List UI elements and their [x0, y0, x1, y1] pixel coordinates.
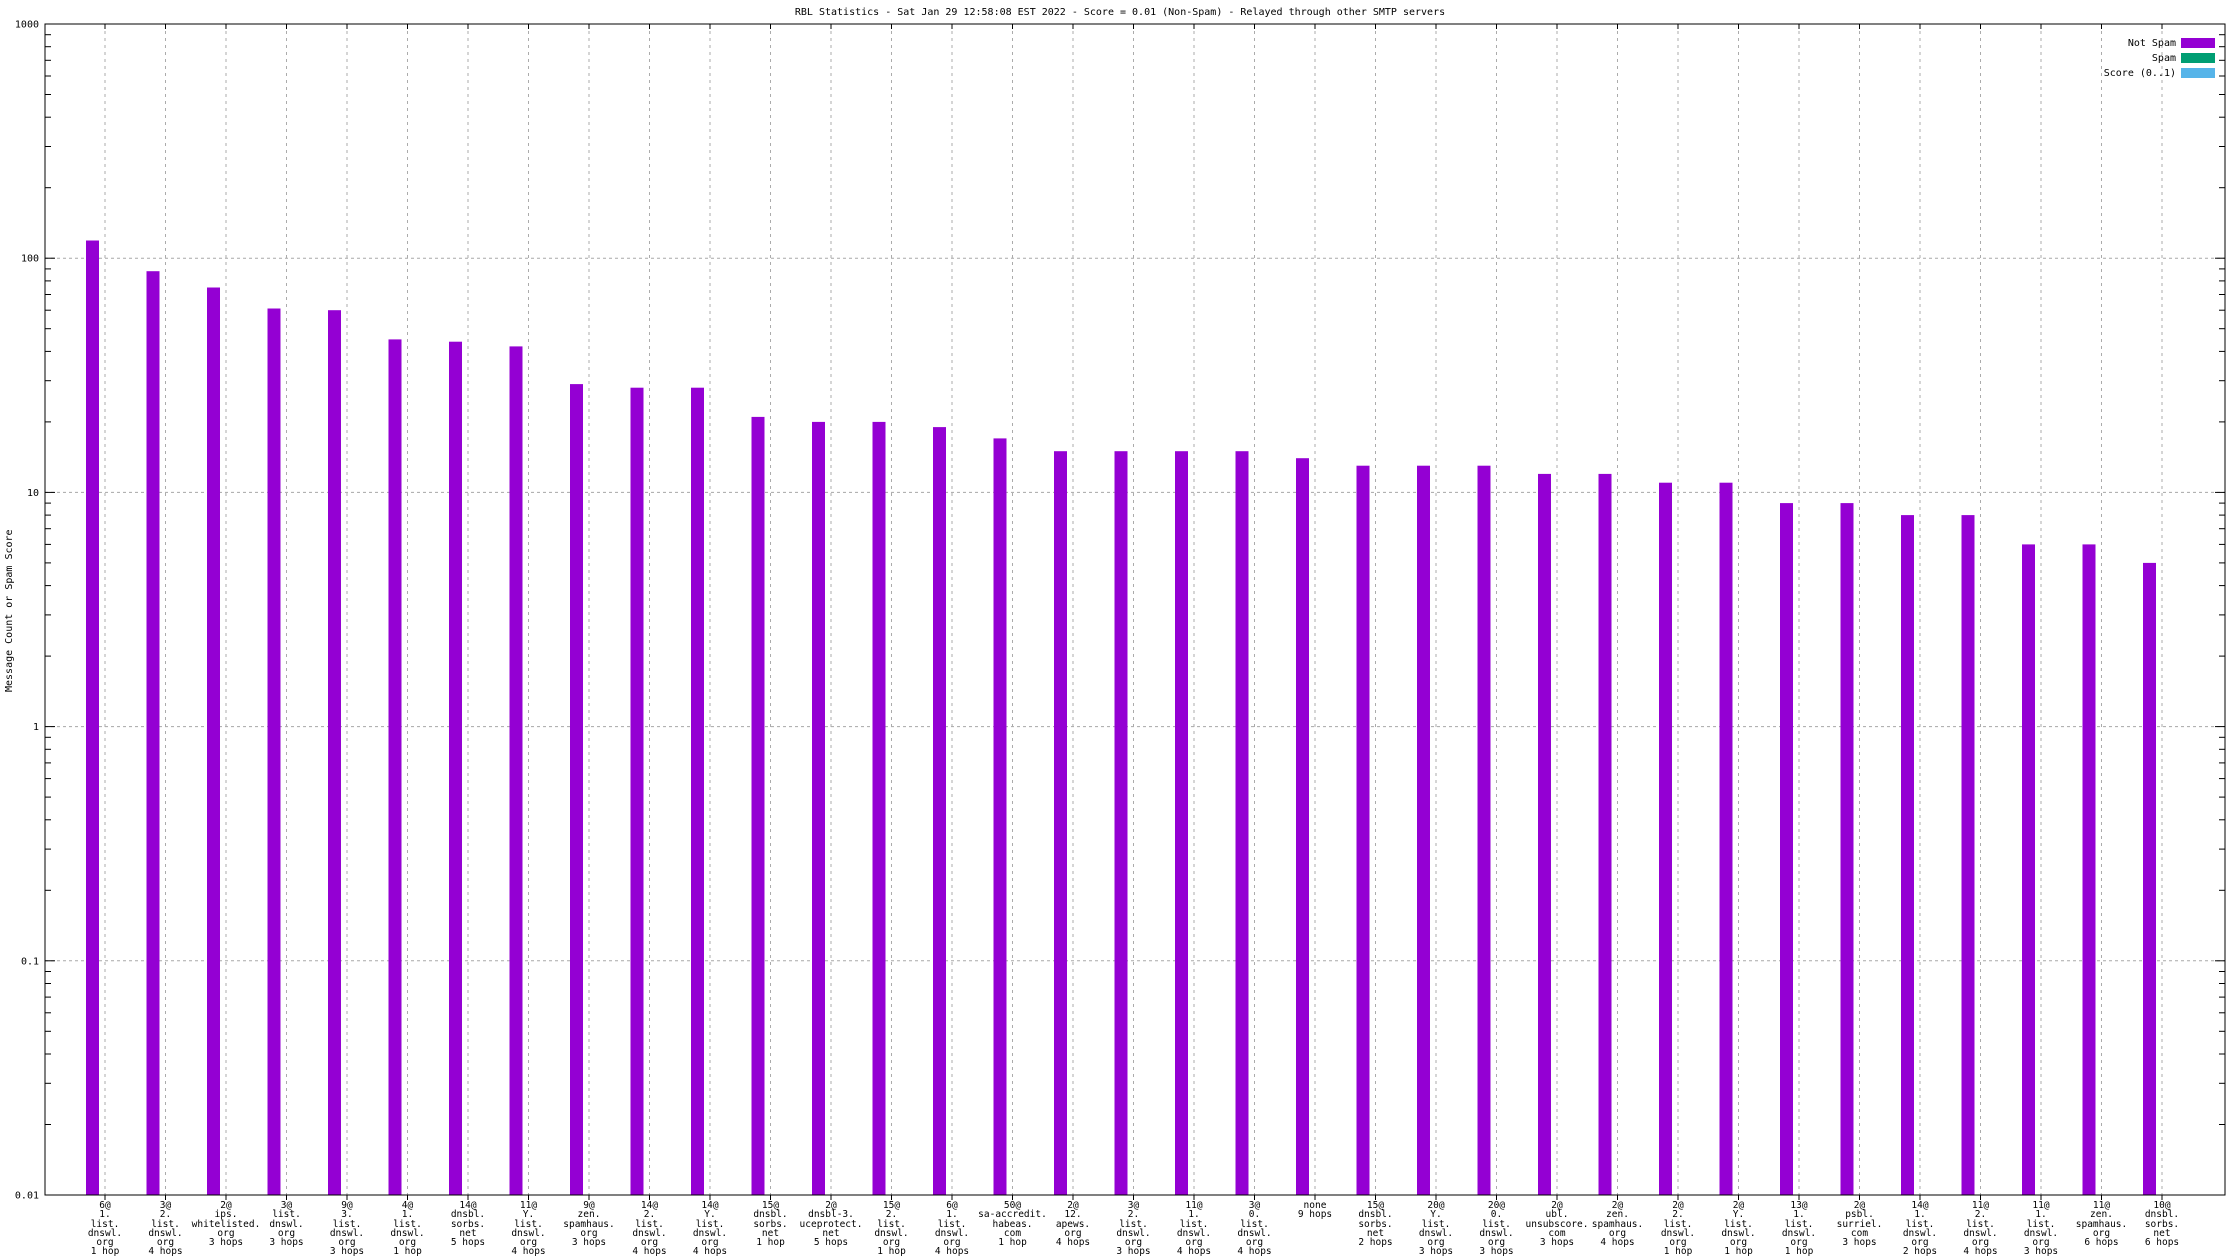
x-tick-label: 6@ 1. list. dnswl. org 1 hop [87, 1200, 123, 1258]
bar [1840, 503, 1854, 1196]
x-tick-label: 11@ 1. list. dnswl. org 3 hops [2023, 1200, 2059, 1258]
x-tick-label: 14@ Y. list. dnswl. org 4 hops [692, 1200, 728, 1258]
bar [2022, 544, 2035, 1195]
bar [751, 416, 765, 1195]
x-tick-label: 9@ 3. list. dnswl. org 3 hops [329, 1200, 365, 1258]
x-tick-label: 50@ sa-accredit. habeas. com 1 hop [978, 1200, 1047, 1249]
bar [207, 287, 220, 1195]
bar [388, 339, 402, 1195]
legend-label: Score (0..1) [2103, 67, 2176, 79]
bar [1659, 482, 1672, 1195]
bar [1356, 465, 1370, 1195]
bar [993, 438, 1007, 1195]
x-tick-label: 20@ 0. list. dnswl. org 3 hops [1479, 1200, 1514, 1258]
bar [1901, 515, 1914, 1195]
x-tick-label: none 9 hops [1297, 1200, 1333, 1221]
bar [872, 421, 886, 1195]
bar [1235, 451, 1249, 1195]
bar [812, 421, 825, 1195]
bar [691, 387, 704, 1195]
bar [1054, 451, 1067, 1195]
x-tick-label: 2@ ips. whitelisted. org 3 hops [191, 1200, 261, 1249]
bar [1780, 503, 1793, 1196]
x-tick-label: 20@ Y. list. dnswl. org 3 hops [1418, 1200, 1454, 1258]
x-tick-label: 2@ psbl. surriel. com 3 hops [1836, 1200, 1883, 1249]
x-tick-label: 14@ 2. list. dnswl. org 4 hops [632, 1200, 667, 1258]
legend-item: Not Spam [2104, 37, 2215, 49]
legend-swatch [2181, 53, 2215, 63]
legend-item: Score (0..1) [2103, 67, 2215, 79]
bar [933, 427, 946, 1196]
x-tick-label: 2@ 2. list. dnswl. org 1 hop [1660, 1200, 1696, 1258]
bar [2143, 562, 2156, 1195]
bar [1175, 451, 1188, 1195]
legend: Not Spam Spam Score (0..1) [2104, 38, 2215, 83]
bar [1538, 473, 1551, 1195]
x-tick-label: 2@ dnsbl-3. uceprotect. net 5 hops [799, 1200, 863, 1249]
x-tick-label: 11@ Y. list. dnswl. org 4 hops [511, 1200, 546, 1258]
x-tick-label: 11@ zen. spamhaus. org 6 hops [2075, 1200, 2128, 1249]
bar [2082, 544, 2096, 1195]
x-tick-label: 15@ 2. list. dnswl. org 1 hop [874, 1200, 909, 1258]
bar [146, 271, 160, 1195]
bar [1114, 451, 1128, 1195]
x-tick-label: 3@ 2. list. dnswl. org 3 hops [1116, 1200, 1151, 1258]
x-tick-label: 14@ dnsbl. sorbs. net 5 hops [450, 1200, 486, 1249]
legend-label: Not Spam [2127, 37, 2176, 49]
y-tick-label: 10 [27, 488, 39, 499]
bar [1417, 465, 1430, 1195]
x-tick-label: 13@ 1. list. dnswl. org 1 hop [1781, 1200, 1817, 1258]
y-tick-label: 100 [21, 254, 39, 265]
legend-swatch [2181, 68, 2215, 78]
x-tick-label: 2@ zen. spamhaus. org 4 hops [1591, 1200, 1644, 1249]
legend-swatch [2181, 38, 2215, 48]
bar [509, 346, 523, 1195]
bar [1961, 515, 1975, 1195]
x-tick-label: 2@ 12. apews. org 4 hops [1055, 1200, 1091, 1249]
y-tick-label: 0.1 [21, 956, 39, 967]
y-tick-label: 1 [33, 722, 39, 733]
bar [86, 240, 99, 1195]
x-tick-label: 2@ Y. list. dnswl. org 1 hop [1721, 1200, 1756, 1258]
x-tick-label: 6@ 1. list. dnswl. org 4 hops [934, 1200, 970, 1258]
x-tick-label: 2@ ubl. unsubscore. com 3 hops [1525, 1200, 1589, 1249]
plot-border [44, 23, 2226, 1196]
x-tick-label: 9@ zen. spamhaus. org 3 hops [563, 1200, 615, 1249]
x-tick-label: 11@ 1. list. dnswl. org 4 hops [1176, 1200, 1212, 1258]
x-tick-label: 15@ dnsbl. sorbs. net 2 hops [1358, 1200, 1393, 1249]
bar [1296, 458, 1309, 1195]
bar [630, 387, 644, 1195]
bar [1477, 465, 1491, 1195]
x-tick-label: 3@ 2. list. dnswl. org 4 hops [148, 1200, 183, 1258]
x-tick-label: 15@ dnsbl. sorbs. net 1 hop [753, 1200, 788, 1249]
x-tick-label: 11@ 2. list. dnswl. org 4 hops [1963, 1200, 1998, 1258]
chart-title: RBL Statistics - Sat Jan 29 12:58:08 EST… [794, 7, 1446, 18]
legend-label: Spam [2151, 52, 2176, 64]
x-tick-label: 3@ list. dnswl. org 3 hops [269, 1200, 304, 1249]
bar [449, 341, 462, 1195]
x-tick-label: 4@ 1. list. dnswl. org 1 hop [390, 1200, 425, 1258]
x-tick-label: 10@ dnsbl. sorbs. net 6 hops [2144, 1200, 2180, 1249]
bar [1719, 482, 1733, 1195]
x-tick-label: 3@ 0. list. dnswl. org 4 hops [1237, 1200, 1272, 1258]
legend-item: Spam [2104, 52, 2215, 64]
y-tick-label: 1000 [15, 20, 39, 31]
bar [1598, 473, 1612, 1195]
bar [328, 310, 341, 1195]
x-tick-label: 14@ 1. list. dnswl. org 2 hops [1902, 1200, 1938, 1258]
bar [267, 308, 281, 1195]
bar [570, 384, 583, 1196]
y-tick-label: 0.01 [15, 1191, 39, 1202]
